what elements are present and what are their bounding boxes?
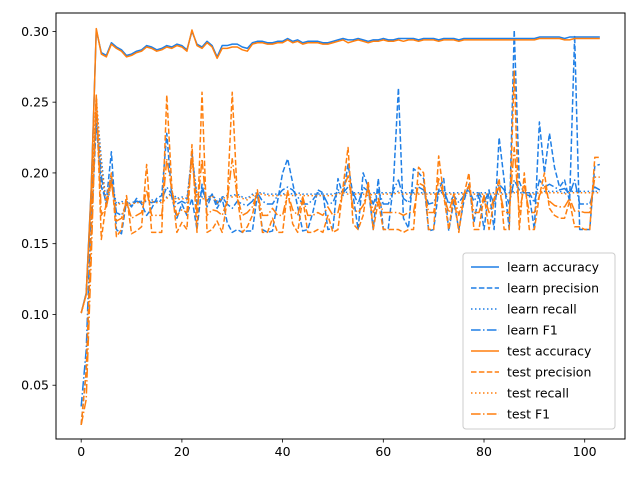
legend-label: test F1 xyxy=(507,407,550,422)
legend: learn accuracy learn precision learn recal… xyxy=(462,252,616,430)
series-line-learn-f1 xyxy=(80,115,601,407)
x-tick-label: 60 xyxy=(375,444,391,459)
y-tick-label: 0.10 xyxy=(21,307,49,322)
series-line-test-f1 xyxy=(80,94,600,425)
x-tick-label: 20 xyxy=(174,444,190,459)
legend-label: test accuracy xyxy=(507,344,592,359)
series-line-test-precision xyxy=(80,70,600,425)
legend-label: learn recall xyxy=(507,302,577,317)
y-tick-label: 0.05 xyxy=(21,378,49,393)
x-tick-label: 100 xyxy=(573,444,597,459)
series-line-learn-accuracy xyxy=(80,29,600,314)
y-tick-label: 0.25 xyxy=(21,95,49,110)
x-tick-label: 80 xyxy=(476,444,492,459)
y-tick-label: 0.15 xyxy=(21,236,49,251)
x-tick-label: 40 xyxy=(275,444,291,459)
series-layer xyxy=(80,27,601,425)
legend-label: learn F1 xyxy=(507,323,558,338)
legend-label: test recall xyxy=(507,386,569,401)
y-tick-label: 0.30 xyxy=(21,24,49,39)
x-tick-label: 0 xyxy=(77,444,85,459)
series-line-test-accuracy xyxy=(80,27,600,314)
legend-label: learn precision xyxy=(507,281,599,296)
legend-label: learn accuracy xyxy=(507,260,600,275)
legend-box xyxy=(462,252,616,430)
y-tick-label: 0.20 xyxy=(21,165,49,180)
legend-label: test precision xyxy=(507,365,591,380)
plot-area-frame xyxy=(55,12,626,440)
series-line-learn-precision xyxy=(80,29,601,425)
series-line-learn-recall xyxy=(80,101,600,314)
axis-ticks: 0 20 40 60 80 100 0.05 0.10 0.15 0.20 0.25 0.30 xyxy=(21,24,597,459)
series-line-test-recall xyxy=(80,95,600,314)
